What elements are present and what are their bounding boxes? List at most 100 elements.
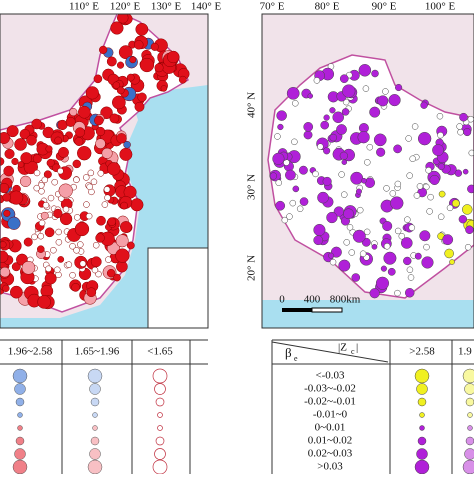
legend-dot [418, 437, 426, 445]
station [18, 161, 24, 167]
station [78, 106, 90, 118]
station [131, 199, 144, 212]
station [0, 241, 6, 248]
station [116, 249, 130, 263]
station [404, 217, 410, 223]
station [369, 107, 379, 117]
station [360, 251, 366, 257]
station [74, 214, 80, 220]
station [55, 137, 62, 144]
station [277, 111, 287, 121]
station [390, 197, 403, 210]
station [357, 207, 363, 213]
station [70, 272, 76, 278]
station [407, 267, 413, 273]
legend-dot [468, 426, 473, 431]
legend-dot [13, 369, 27, 383]
legend-row: >0.03 [317, 461, 343, 473]
station [384, 252, 397, 265]
station [432, 144, 443, 155]
station [384, 185, 390, 191]
station [370, 288, 380, 298]
station [104, 195, 110, 201]
station [167, 51, 179, 63]
station [286, 214, 292, 220]
station [276, 180, 282, 186]
station [285, 170, 295, 180]
station [382, 88, 388, 94]
station [72, 283, 80, 291]
station [10, 286, 22, 298]
station [0, 267, 10, 277]
station [179, 76, 186, 83]
station [48, 195, 54, 201]
legend-dot [15, 449, 26, 460]
station [93, 242, 99, 248]
station [98, 170, 104, 176]
station [327, 212, 338, 223]
station [45, 228, 54, 237]
legend-dot [156, 437, 164, 445]
legend-dot [18, 426, 23, 431]
station [77, 242, 83, 248]
legend-dot [415, 369, 429, 383]
station [26, 135, 36, 145]
station [52, 179, 58, 185]
station [290, 200, 296, 206]
lon-label: 130° E [151, 1, 182, 13]
station [135, 102, 144, 111]
station [426, 167, 432, 173]
station [442, 234, 452, 244]
station [408, 274, 414, 280]
station [38, 295, 51, 308]
station [161, 85, 167, 91]
station [107, 269, 115, 277]
legend-dot [90, 449, 101, 460]
station [363, 86, 369, 92]
station [339, 260, 350, 271]
station [130, 57, 136, 63]
legend-row: -0.01~0 [313, 409, 348, 421]
legend-dot [16, 398, 24, 406]
station [96, 234, 105, 243]
lat-label: 40° N [246, 92, 258, 118]
scale-label: 0 [279, 294, 285, 306]
station [314, 236, 323, 245]
station [430, 175, 440, 185]
station [330, 134, 337, 141]
station [120, 221, 131, 232]
station [77, 146, 91, 160]
station [376, 148, 385, 157]
station [415, 253, 421, 259]
station [0, 132, 10, 143]
station [304, 131, 312, 139]
station [54, 267, 60, 273]
station [91, 257, 101, 267]
station [365, 178, 375, 188]
lat-label: 30° N [246, 174, 258, 200]
station [359, 64, 371, 76]
station [300, 198, 308, 206]
station [465, 244, 471, 250]
station [438, 214, 444, 220]
station [138, 93, 147, 102]
station [395, 181, 401, 187]
legend-dot [417, 384, 428, 395]
right-map [262, 14, 474, 328]
legend-dot [466, 398, 474, 406]
station [15, 138, 27, 150]
legend-z-sub: c [351, 347, 355, 356]
station [465, 226, 473, 234]
station [463, 169, 468, 174]
station [351, 172, 363, 184]
station [270, 173, 277, 180]
station [317, 144, 323, 150]
station [95, 139, 105, 149]
station [134, 40, 143, 49]
station [407, 173, 413, 179]
legend-dot [158, 426, 163, 431]
station [45, 273, 56, 284]
station [73, 160, 81, 168]
station [4, 210, 11, 217]
